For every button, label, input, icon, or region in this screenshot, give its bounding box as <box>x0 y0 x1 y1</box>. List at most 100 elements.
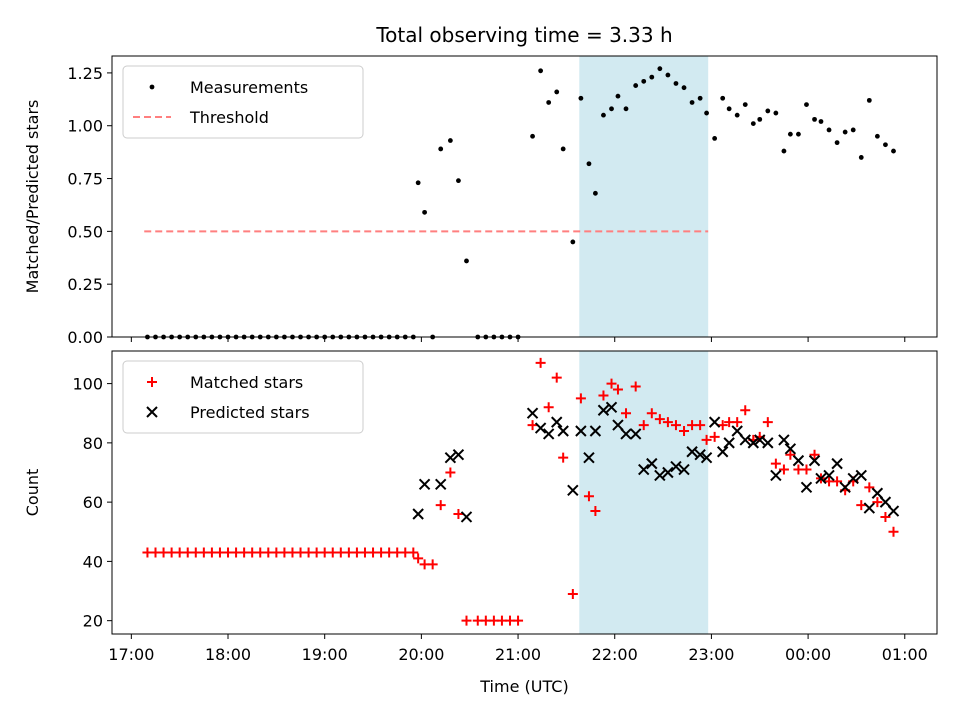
legend: Matched stars Predicted stars <box>122 360 364 434</box>
data-point <box>700 451 713 464</box>
series-plus <box>142 357 899 626</box>
data-point <box>612 419 624 431</box>
data-point <box>615 93 621 99</box>
data-point <box>800 481 813 494</box>
x-tick-label: 17:00 <box>108 645 154 664</box>
data-point <box>435 478 447 491</box>
data-point <box>679 426 690 437</box>
data-point <box>742 102 748 107</box>
data-point <box>874 133 880 139</box>
top-panel: 0.00 0.25 0.50 0.75 1.00 1.25 Matched/Predicte… <box>23 23 938 347</box>
data-point <box>418 478 431 491</box>
data-point <box>590 506 601 517</box>
data-point <box>723 437 735 449</box>
data-point <box>452 449 465 461</box>
data-point <box>575 393 586 404</box>
data-point <box>560 146 566 152</box>
data-point <box>809 449 820 460</box>
data-point <box>754 434 766 446</box>
x-axis-label: Time (UTC) <box>479 677 568 696</box>
data-point <box>654 414 665 425</box>
data-point <box>785 449 796 460</box>
data-point <box>623 106 629 112</box>
data-point <box>464 258 469 264</box>
data-point <box>880 511 891 522</box>
data-point <box>839 481 851 494</box>
data-point <box>526 407 539 419</box>
data-point <box>879 496 892 508</box>
data-point <box>601 112 606 118</box>
data-point <box>408 547 419 558</box>
data-point <box>415 180 421 186</box>
data-point <box>646 408 657 419</box>
data-point <box>670 460 682 473</box>
y-tick-label: 0.50 <box>67 222 103 241</box>
data-point <box>850 127 856 133</box>
data-point <box>872 497 883 508</box>
data-point <box>427 559 438 570</box>
data-point <box>558 452 569 463</box>
data-point <box>815 472 827 485</box>
data-point <box>864 482 875 493</box>
data-point <box>546 100 552 105</box>
legend-box <box>122 360 364 434</box>
data-point <box>662 417 673 428</box>
shaded-region <box>579 351 709 634</box>
data-point <box>739 434 751 446</box>
data-point <box>535 357 546 368</box>
data-point <box>649 74 655 80</box>
data-point <box>453 508 464 519</box>
data-point <box>765 108 771 114</box>
data-point <box>863 502 876 514</box>
data-point <box>808 454 821 467</box>
legend-marker <box>149 84 155 90</box>
y-tick-label: 0.00 <box>67 328 103 347</box>
data-point <box>834 140 840 146</box>
data-point <box>657 66 663 72</box>
data-point <box>858 155 864 160</box>
data-point <box>689 100 695 105</box>
data-point <box>778 434 790 446</box>
data-point <box>866 97 872 103</box>
data-point <box>606 378 617 389</box>
data-point <box>567 588 578 599</box>
data-point <box>673 81 679 86</box>
data-point <box>731 425 743 437</box>
data-point <box>818 119 824 124</box>
data-point <box>578 95 584 101</box>
y-tick-label: 100 <box>72 375 103 394</box>
data-point <box>801 464 812 475</box>
data-point <box>662 466 674 479</box>
data-point <box>747 437 760 449</box>
data-point <box>567 484 579 496</box>
data-point <box>586 161 592 167</box>
data-point <box>883 142 888 148</box>
data-point <box>542 428 555 440</box>
data-point <box>422 209 427 215</box>
chart-title: Total observing time = 3.33 h <box>375 23 672 47</box>
legend: Measurements Threshold <box>122 65 364 139</box>
data-point <box>445 467 456 478</box>
data-point <box>641 78 647 84</box>
y-axis-label: Matched/Predicted stars <box>23 100 42 294</box>
data-point <box>670 420 681 431</box>
data-point <box>570 239 576 245</box>
data-point <box>598 390 609 401</box>
data-point <box>792 454 805 467</box>
y-tick-label: 1.00 <box>67 117 103 136</box>
data-point <box>412 508 424 520</box>
x-tick-label: 01:00 <box>882 645 928 664</box>
data-point <box>694 449 706 461</box>
data-point <box>891 148 896 154</box>
data-point <box>697 95 703 101</box>
x-tick-label: 22:00 <box>592 645 638 664</box>
shaded-region <box>579 56 709 337</box>
data-point <box>716 446 729 458</box>
data-point <box>621 408 632 419</box>
data-point <box>750 121 756 127</box>
data-point <box>592 190 598 196</box>
data-point <box>678 463 690 476</box>
data-point <box>784 443 797 455</box>
legend-label: Matched stars <box>190 373 303 392</box>
